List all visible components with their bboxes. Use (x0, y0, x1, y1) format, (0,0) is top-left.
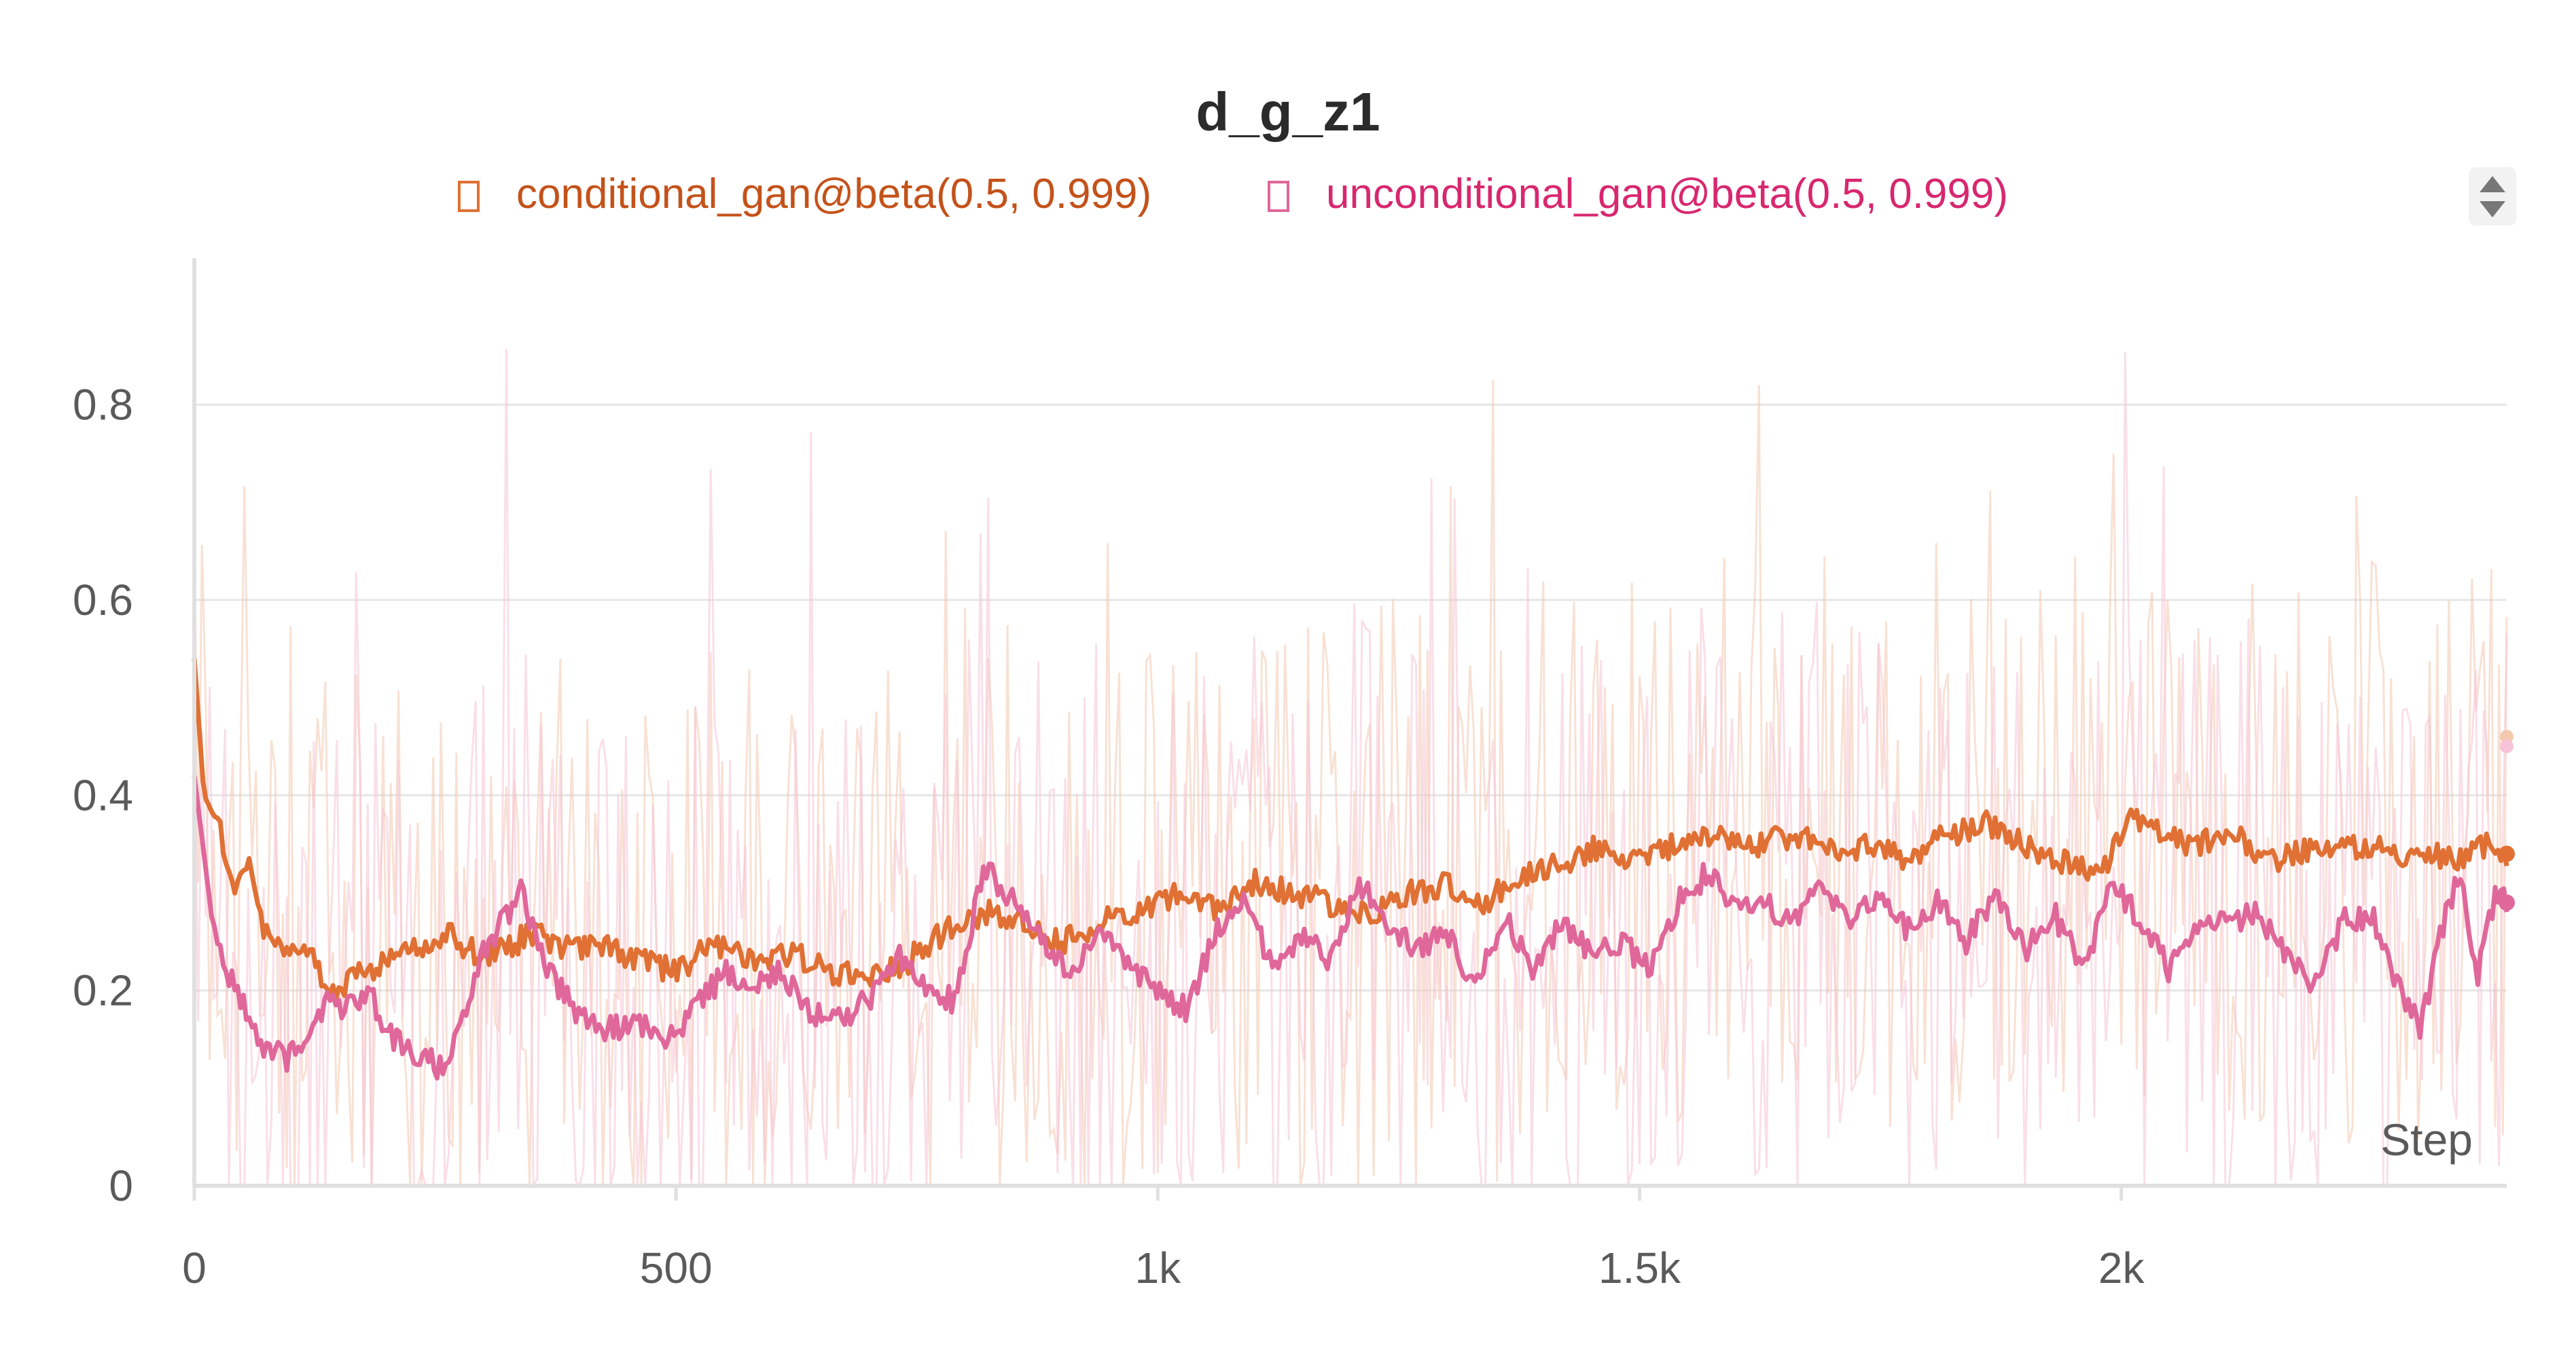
legend-label-unconditional[interactable]: unconditional_gan@beta(0.5, 0.999) (1326, 171, 2008, 217)
x-tick-label: 0 (182, 1244, 207, 1292)
x-tick-label: 2k (2098, 1244, 2145, 1292)
legend-swatch-unconditional[interactable] (1268, 181, 1289, 212)
up-down-arrows-icon[interactable] (2469, 167, 2516, 226)
series-line-unconditional (192, 775, 2509, 1081)
legend-swatch-conditional[interactable] (458, 181, 480, 212)
x-tick-label: 500 (640, 1244, 713, 1292)
legend: conditional_gan@beta(0.5, 0.999) uncondi… (458, 167, 2516, 226)
series-end-point-unconditional (2499, 894, 2515, 911)
series-layer (192, 658, 2515, 1081)
raw-line-conditional (193, 379, 2508, 1186)
legend-label-conditional[interactable]: conditional_gan@beta(0.5, 0.999) (516, 171, 1151, 217)
x-axis-label: Step (2380, 1114, 2473, 1165)
y-tick-label: 0.4 (73, 771, 133, 820)
y-tick-label: 0 (109, 1161, 133, 1210)
x-tick-label: 1.5k (1598, 1244, 1681, 1292)
y-tick-label: 0.6 (73, 576, 133, 624)
chart-title: d_g_z1 (1196, 82, 1380, 142)
axes: 0 0.2 0.4 0.6 0.8 0 500 1k 1.5k 2k (73, 258, 2507, 1292)
series-end-point-conditional (2499, 845, 2515, 862)
raw-end-point-unconditional (2500, 739, 2514, 754)
raw-end-point-conditional (2500, 730, 2514, 744)
x-tick-label: 1k (1135, 1244, 1182, 1292)
y-tick-label: 0.8 (73, 381, 133, 429)
y-tick-label: 0.2 (73, 966, 133, 1015)
